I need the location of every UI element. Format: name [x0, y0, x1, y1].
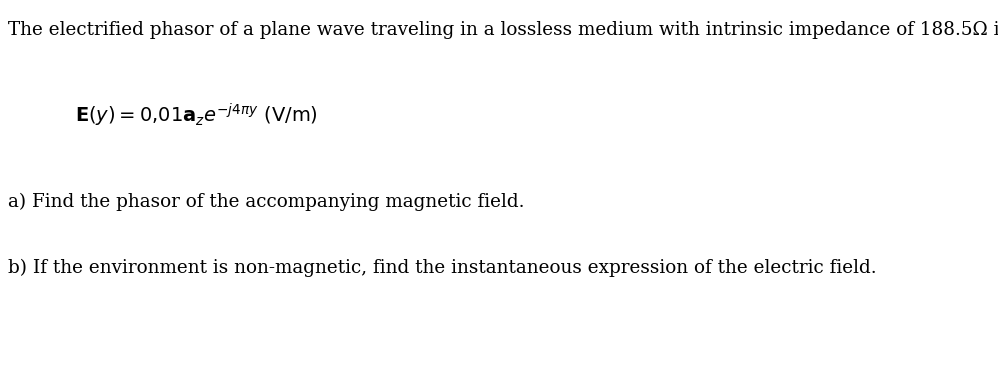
Text: a) Find the phasor of the accompanying magnetic field.: a) Find the phasor of the accompanying m… [8, 193, 525, 211]
Text: $\mathbf{E}(y) = 0{,}01\mathbf{a}_z e^{-j4\pi y}\ \mathrm{(V/m)}$: $\mathbf{E}(y) = 0{,}01\mathbf{a}_z e^{-… [75, 102, 317, 129]
Text: The electrified phasor of a plane wave traveling in a lossless medium with intri: The electrified phasor of a plane wave t… [8, 21, 998, 39]
Text: b) If the environment is non-magnetic, find the instantaneous expression of the : b) If the environment is non-magnetic, f… [8, 259, 876, 277]
